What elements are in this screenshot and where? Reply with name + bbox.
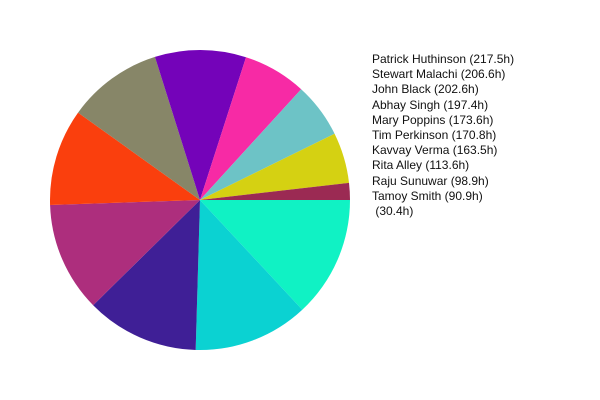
pie-slice	[78, 56, 200, 200]
chart-legend: Patrick Huthinson (217.5h) Stewart Malach…	[372, 52, 514, 219]
pie-slice	[200, 57, 302, 201]
legend-item: Abhay Singh (197.4h)	[372, 97, 489, 112]
legend-item: (30.4h)	[372, 204, 414, 219]
legend-item: Patrick Huthinson (217.5h)	[372, 52, 515, 66]
pie-slice	[200, 200, 350, 310]
pie-slice	[154, 49, 247, 200]
legend-item: Tamoy Smith (90.9h)	[372, 188, 483, 203]
legend-item: Stewart Malachi (206.6h)	[372, 67, 506, 82]
pie-slice	[200, 182, 350, 200]
pie-slice	[200, 133, 350, 200]
pie-slice	[93, 200, 200, 350]
legend-item: Tim Perkinson (170.8h)	[372, 128, 497, 143]
legend-item: Raju Sunuwar (98.9h)	[372, 173, 489, 188]
pie-slice	[49, 112, 201, 205]
legend-item: John Black (202.6h)	[372, 82, 479, 97]
legend-item: Mary Poppins (173.6h)	[372, 112, 494, 127]
pie-slice	[200, 89, 335, 200]
legend-item: Rita Alley (113.6h)	[372, 158, 470, 173]
pie-slice	[195, 200, 303, 351]
legend-item: Kavvay Verma (163.5h)	[372, 143, 498, 158]
pie-slice	[50, 200, 200, 306]
